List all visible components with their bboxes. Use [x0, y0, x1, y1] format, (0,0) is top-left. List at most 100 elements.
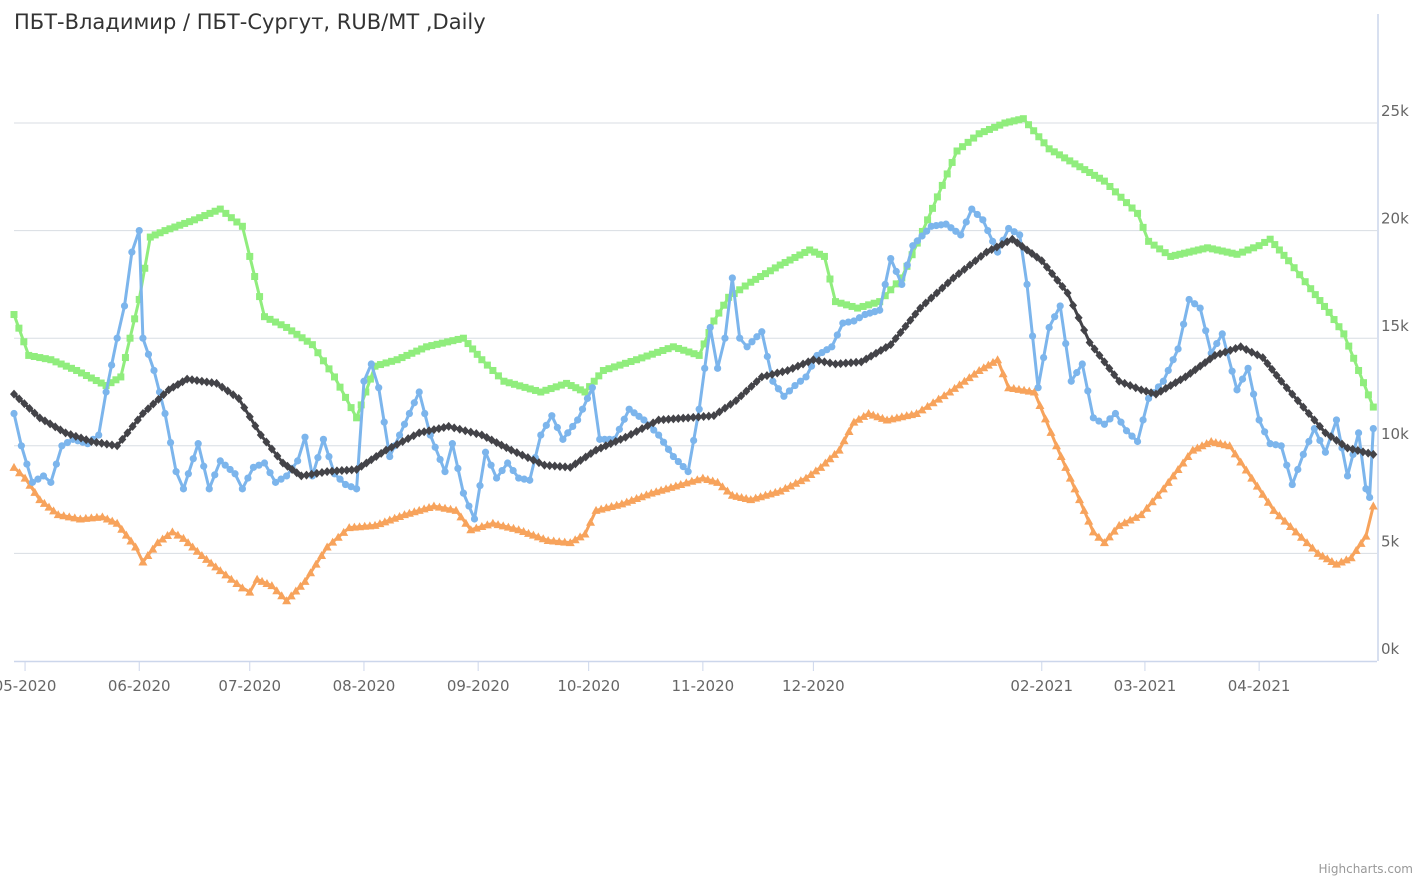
series-point	[708, 476, 718, 485]
series-point	[9, 462, 19, 471]
series-point	[1325, 308, 1333, 316]
series-point	[1213, 246, 1221, 254]
series-point	[222, 209, 230, 217]
series-point	[487, 461, 495, 469]
series-point	[785, 387, 794, 395]
series-point	[924, 216, 932, 224]
series-point	[953, 147, 961, 155]
series-point	[367, 360, 375, 368]
series-point	[979, 363, 989, 372]
series-point	[569, 422, 577, 431]
series-point	[1117, 193, 1125, 201]
series-point	[1230, 449, 1240, 458]
series-point	[928, 204, 936, 212]
series-point	[595, 372, 603, 380]
series-point	[161, 227, 169, 235]
series-point	[202, 377, 211, 387]
series-point	[706, 323, 714, 332]
series-point	[314, 349, 322, 357]
series-point	[1030, 127, 1038, 135]
series-point	[1351, 546, 1361, 555]
series-point	[172, 468, 180, 476]
series-point	[1277, 376, 1286, 386]
series-point	[347, 404, 355, 412]
series-point	[286, 591, 296, 600]
series-point	[655, 431, 663, 439]
series-point	[586, 517, 596, 526]
series-point	[1228, 367, 1236, 375]
series-point	[1266, 440, 1274, 448]
series-square	[10, 115, 1377, 422]
series-point	[1010, 228, 1018, 236]
series-point	[1065, 473, 1075, 482]
series-point	[786, 256, 794, 264]
series-point	[108, 361, 116, 369]
series-point	[1019, 385, 1029, 394]
series-point	[1100, 420, 1108, 428]
series-point	[1293, 396, 1302, 406]
series-point	[694, 412, 703, 422]
series-point	[1122, 427, 1131, 435]
series-point	[831, 359, 840, 369]
series-point	[908, 251, 916, 259]
series-point	[1066, 157, 1074, 165]
series-point	[10, 311, 18, 319]
series-point	[59, 511, 69, 520]
series-point	[1106, 415, 1114, 423]
series-point	[1299, 450, 1307, 459]
series-point	[737, 391, 746, 401]
series-point	[126, 334, 134, 342]
series-point	[1015, 116, 1023, 124]
series-point	[15, 394, 24, 404]
series-point	[1255, 416, 1263, 424]
series-point	[418, 345, 426, 353]
series-point	[328, 466, 337, 476]
series-point	[1201, 358, 1210, 368]
series-point	[141, 264, 149, 272]
series-point	[980, 128, 988, 136]
series-point	[984, 227, 992, 235]
series-point	[552, 383, 560, 391]
series-point	[102, 439, 111, 449]
series-point	[581, 452, 590, 462]
series-point	[191, 216, 199, 224]
series-point	[255, 461, 263, 469]
series-point	[1181, 249, 1189, 257]
series-point	[521, 383, 529, 391]
series-point	[892, 267, 900, 276]
series-point	[859, 302, 867, 310]
series-point	[1100, 177, 1108, 185]
series-point	[102, 388, 110, 396]
series-point	[333, 532, 343, 541]
series-point	[833, 331, 841, 339]
series-point	[1225, 441, 1235, 450]
series-point	[221, 570, 231, 579]
series-point	[1019, 115, 1027, 123]
series-point	[1032, 252, 1041, 262]
series-point	[1161, 249, 1169, 257]
series-point	[39, 472, 48, 480]
series-point	[881, 280, 889, 288]
series-point	[143, 551, 153, 560]
series-point	[1174, 345, 1182, 353]
series-point	[415, 388, 423, 396]
series-point	[679, 413, 688, 423]
series-point	[1191, 365, 1200, 375]
series-point	[516, 382, 524, 390]
series-point	[1048, 269, 1057, 279]
series-point	[23, 460, 31, 468]
series-point	[775, 486, 785, 495]
series-point	[283, 323, 291, 331]
series-point	[277, 475, 285, 483]
series-point	[20, 399, 29, 409]
series-point	[664, 414, 673, 424]
series-point	[188, 375, 197, 385]
y-tick-label: 0k	[1381, 640, 1400, 658]
series-point	[1185, 248, 1193, 256]
x-tick-label: 02-2021	[1010, 677, 1073, 695]
series-point	[752, 275, 760, 283]
series-point	[1249, 390, 1258, 398]
highcharts-credits[interactable]: Highcharts.com	[1318, 862, 1413, 876]
series-point	[605, 365, 613, 373]
series-point	[1199, 245, 1207, 253]
